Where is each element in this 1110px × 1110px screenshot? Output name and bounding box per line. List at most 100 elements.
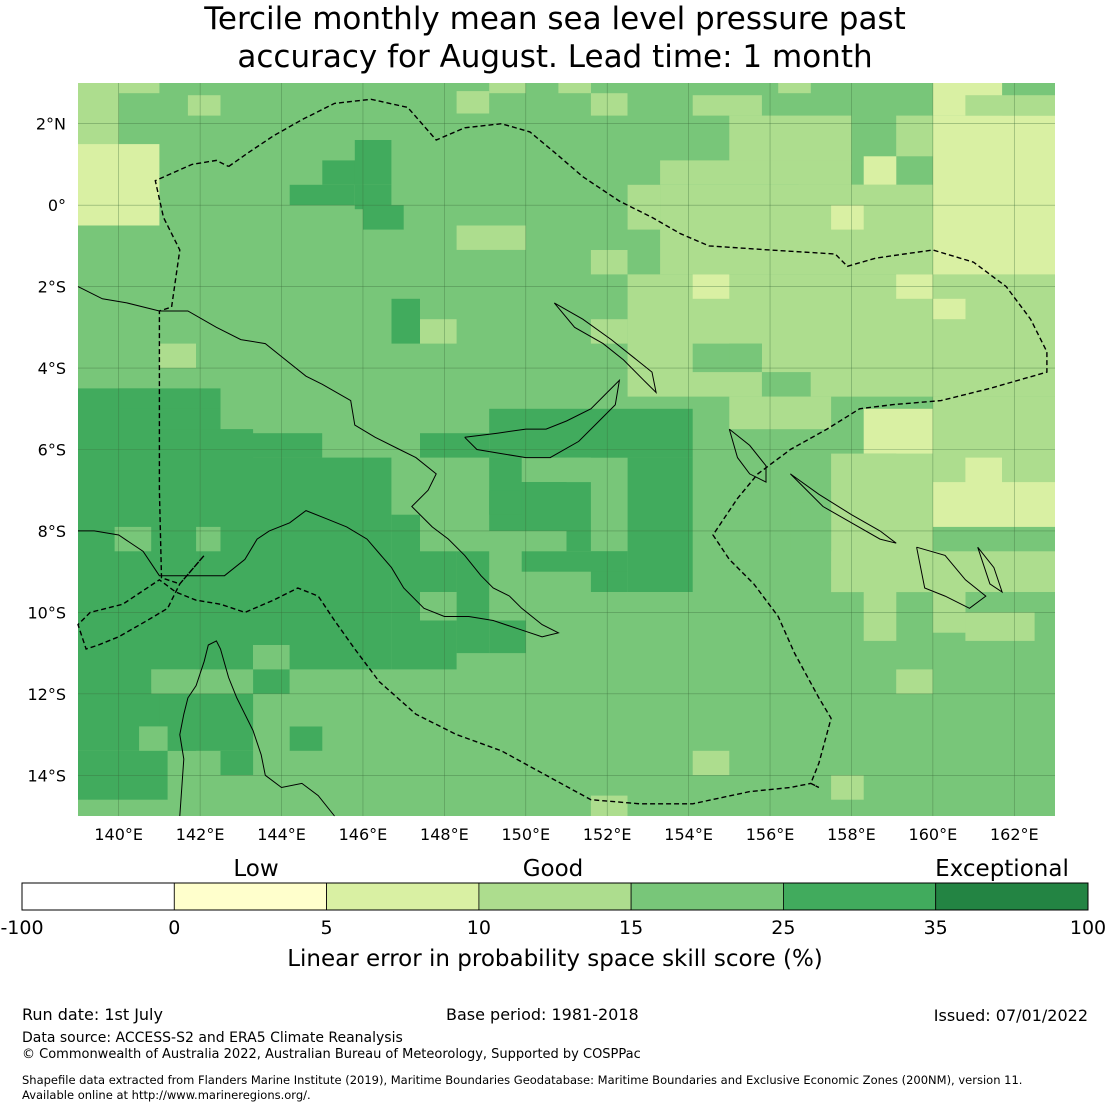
skill-cell-29 <box>761 372 811 397</box>
skill-cell-60 <box>220 429 254 751</box>
skill-cell-19 <box>965 95 1055 116</box>
skill-cell-44 <box>692 750 730 776</box>
colorbar-tick-label: 10 <box>467 917 491 939</box>
skill-cell-75 <box>253 669 290 694</box>
colorbar-bins <box>21 882 1089 911</box>
colorbar-ticks: -100 0 5 10 15 25 35 100 <box>0 917 1106 939</box>
skill-cell-57 <box>354 140 392 185</box>
skill-cell-80 <box>114 526 152 552</box>
lon-tick-label: 160°E <box>909 825 958 844</box>
coastline-2 <box>464 378 621 459</box>
data-source: Data source: ACCESS-S2 and ERA5 Climate … <box>22 1030 403 1046</box>
shapefile-credit-line-2: Available online at http://www.marinereg… <box>22 1088 311 1102</box>
skill-cell-54 <box>289 184 355 206</box>
colorbar-bin-4 <box>630 882 784 911</box>
colorbar-tick-label: 25 <box>771 917 795 939</box>
colorbar-tick-label: 35 <box>924 917 948 939</box>
colorbar-bin-6 <box>935 882 1089 911</box>
colorbar-frame <box>21 882 1089 911</box>
skill-cell-72 <box>521 551 628 572</box>
skill-cell-7 <box>590 93 628 116</box>
skill-cell-22 <box>831 205 864 230</box>
skill-cell-78 <box>139 726 168 751</box>
skill-cells <box>78 83 1055 816</box>
lat-tick-label: 2°N <box>36 115 66 134</box>
skill-cell-37 <box>729 396 832 430</box>
lon-tick-label: 148°E <box>420 825 469 844</box>
skill-cell-40 <box>932 551 1055 592</box>
skill-cell-12 <box>660 160 852 185</box>
skill-cell-45 <box>831 775 864 800</box>
skill-cell-91 <box>521 457 591 482</box>
skill-cell-5 <box>489 83 526 94</box>
coastline-1 <box>179 640 335 817</box>
skill-cell-4 <box>456 91 490 114</box>
colorbar-bin-3 <box>478 882 632 911</box>
skill-cell-56 <box>363 205 404 230</box>
colorbar-tick-label: 15 <box>619 917 643 939</box>
lat-tick-label: 14°S <box>27 766 66 785</box>
skill-cell-41 <box>965 612 1035 641</box>
colorbar-bin-1 <box>173 882 328 911</box>
colorbar-tick-label: 5 <box>321 917 333 939</box>
skill-cell-32 <box>863 408 933 454</box>
skill-cell-77 <box>220 750 254 776</box>
lon-tick-label: 146°E <box>339 825 388 844</box>
skill-cell-3 <box>187 95 221 116</box>
colorbar-tick-label: 0 <box>168 917 180 939</box>
lat-tick-label: 10°S <box>27 603 66 622</box>
skill-cell-43 <box>896 669 933 694</box>
skill-cell-46 <box>590 795 628 816</box>
shapefile-credit-line-1: Shapefile data extracted from Flanders M… <box>22 1073 1023 1087</box>
skill-cell-10 <box>778 83 811 94</box>
title-line-1: Tercile monthly mean sea level pressure … <box>204 1 906 37</box>
skill-cell-26 <box>932 298 966 320</box>
colorbar-tick-label: 100 <box>1070 917 1106 939</box>
skill-cell-48 <box>590 250 628 275</box>
colorbar-bin-0 <box>21 882 175 911</box>
skill-cell-64 <box>456 551 490 654</box>
coastline-3 <box>553 302 657 395</box>
skill-cell-90 <box>489 490 522 515</box>
skill-cell-42 <box>790 502 832 552</box>
map-gridlines <box>78 83 1055 816</box>
skill-cell-35 <box>932 482 1055 527</box>
copyright: © Commonwealth of Australia 2022, Austra… <box>22 1047 641 1062</box>
lon-tick-label: 140°E <box>94 825 143 844</box>
coastline-6 <box>916 546 987 609</box>
skill-cell-23 <box>627 274 1055 397</box>
lat-tick-label: 12°S <box>27 685 66 704</box>
skill-cell-11 <box>729 115 852 165</box>
skill-cell-62 <box>391 514 420 670</box>
map-title: Tercile monthly mean sea level pressure … <box>0 0 1110 76</box>
colorbar-tick-label: -100 <box>0 917 43 939</box>
skill-cell-50 <box>420 319 457 344</box>
skill-cell-82 <box>151 669 221 694</box>
colorbar-label: Linear error in probability space skill … <box>287 946 823 972</box>
skill-cell-15 <box>932 115 1055 299</box>
base-period: Base period: 1981-2018 <box>446 1005 639 1024</box>
lat-tick-label: 2°S <box>38 278 66 297</box>
skill-cell-30 <box>729 343 762 364</box>
latitude-ticks: 2°N 0° 2°S 4°S 6°S 8°S 10°S 12°S 14°S <box>27 115 66 786</box>
lat-tick-label: 6°S <box>38 441 66 460</box>
coastline-5 <box>790 473 897 544</box>
lon-tick-label: 152°E <box>583 825 632 844</box>
coastlines <box>77 286 1004 817</box>
lon-tick-label: 142°E <box>176 825 225 844</box>
skill-cell-27 <box>590 319 628 344</box>
skill-cell-18 <box>863 156 897 185</box>
maritime-boundary-line <box>77 98 1048 805</box>
skill-cell-61 <box>253 457 392 670</box>
lon-tick-label: 156°E <box>746 825 795 844</box>
lat-tick-label: 4°S <box>38 359 66 378</box>
lon-tick-label: 154°E <box>664 825 713 844</box>
skill-cell-9 <box>692 95 762 116</box>
title-line-2: accuracy for August. Lead time: 1 month <box>237 39 873 75</box>
skill-cell-59 <box>78 388 221 751</box>
skill-cell-87 <box>118 388 160 409</box>
skill-cell-17 <box>896 115 933 157</box>
skill-cell-88 <box>159 408 221 430</box>
skill-cell-69 <box>566 482 591 552</box>
skill-cell-84 <box>289 706 323 727</box>
